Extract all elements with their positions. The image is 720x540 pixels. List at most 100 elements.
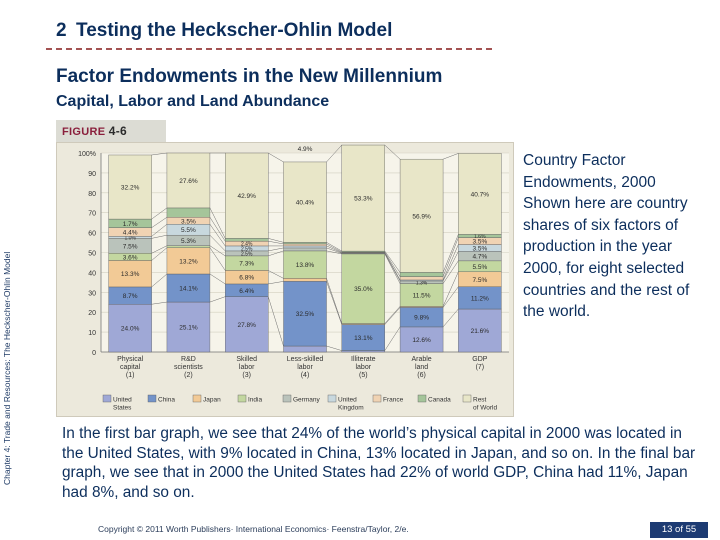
connector-line (326, 245, 342, 253)
bar-segment (108, 154, 152, 220)
x-tick-label: (3) (242, 372, 251, 379)
y-tick-label: 40 (88, 270, 96, 277)
data-label: 6.8% (239, 275, 254, 282)
connector-line (326, 242, 342, 252)
bar-segment (166, 245, 211, 248)
data-label: 6.4% (239, 288, 254, 295)
data-label: 35.0% (354, 286, 373, 293)
data-label: 7.5% (123, 243, 138, 250)
y-tick-label: 100% (78, 151, 96, 158)
bar-segment (341, 144, 385, 252)
y-tick-label: 70 (88, 211, 96, 218)
connector-line (151, 152, 167, 156)
data-label: 32.5% (296, 311, 315, 318)
data-label: 13.8% (296, 262, 315, 269)
connector-line (442, 271, 459, 307)
section-number: 2 (56, 20, 67, 41)
x-tick-label: land (415, 364, 428, 371)
slide-subtitle: Capital, Labor and Land Abundance (56, 93, 330, 110)
data-label: 1.7% (123, 221, 138, 228)
chart-frame: 0 10 20 30 40 50 60 70 80 90 100% 24.0% 8.7% 13.3% 3.6… (56, 142, 514, 417)
x-tick-label: GDP (472, 356, 488, 363)
data-label: 5.5% (472, 264, 487, 271)
data-label: 4.7% (472, 254, 487, 261)
connector-line (209, 207, 226, 239)
x-tick-label: labor (297, 364, 313, 371)
legend-swatch (417, 394, 427, 403)
data-label: 13.1% (354, 335, 373, 342)
legend-label: United (113, 397, 132, 404)
data-label: 8.7% (123, 293, 138, 300)
legend-label: States (113, 405, 132, 412)
data-label: 12.6% (412, 337, 431, 344)
connector-line (268, 250, 284, 257)
data-label: 42.9% (237, 193, 256, 200)
connector-line (384, 252, 401, 281)
connector-line (384, 251, 401, 277)
legend-swatch (462, 394, 472, 403)
data-label: 21.6% (471, 328, 490, 335)
legend-swatch (327, 394, 337, 403)
legend-swatch (147, 394, 157, 403)
connector-line (209, 273, 226, 285)
bar-segment (283, 278, 327, 282)
x-tick-label: (2) (184, 372, 193, 379)
x-tick-label: Illiterate (351, 356, 376, 363)
data-label: 27.8% (237, 322, 256, 329)
legend-label: Rest (473, 397, 487, 404)
connector-line (151, 301, 167, 305)
stacked-bar-chart: 0 10 20 30 40 50 60 70 80 90 100% 24.0% 8.7% 13.3% 3.6… (78, 144, 509, 412)
data-label: 27.6% (179, 178, 198, 185)
connector-line (151, 247, 168, 261)
bar-segment (225, 296, 269, 353)
data-label: 53.3% (354, 196, 373, 203)
section-title: 2 Testing the Heckscher-Ohlin Model (56, 20, 392, 42)
data-label: 2.5% (241, 246, 253, 252)
connector-line (326, 281, 343, 325)
bar-segment (458, 308, 502, 353)
data-label: 5.3% (181, 238, 196, 245)
connector-line (326, 278, 343, 324)
connector-line (384, 307, 401, 325)
bar-segment (399, 276, 444, 281)
y-tick-label: 90 (88, 171, 96, 178)
bar-segment (225, 238, 269, 242)
bar-segment (341, 253, 385, 324)
data-label: 25.1% (179, 325, 198, 332)
legend-label: Japan (203, 397, 221, 404)
x-tick-label: Physical (117, 356, 144, 363)
data-label: 4.4% (123, 230, 138, 237)
bar-segment (166, 152, 211, 209)
x-tick-label: Less-skilled (287, 356, 324, 363)
legend-label: China (158, 397, 175, 404)
connector-line (209, 296, 226, 303)
connector-line (209, 217, 226, 242)
connector-line (384, 144, 401, 160)
connector-line (151, 245, 168, 254)
y-tick-label: 0 (92, 350, 96, 357)
connector-line (268, 238, 284, 243)
connector-line (151, 273, 168, 288)
x-tick-label: (1) (126, 372, 135, 379)
connector-line (209, 247, 226, 271)
connector-line (151, 217, 168, 228)
x-tick-label: (6) (417, 372, 426, 379)
slide-title: Factor Endowments in the New Millennium (56, 66, 443, 87)
connector-line (151, 234, 167, 239)
data-label: 11.5% (413, 292, 431, 299)
body-paragraph: In the first bar graph, we see that 24% … (62, 425, 696, 501)
connector-line (209, 235, 226, 252)
x-tick-label: labor (239, 364, 255, 371)
bar-segment (283, 250, 327, 279)
x-tick-label: scientists (174, 364, 203, 371)
data-label: 7.5% (472, 277, 487, 284)
y-tick-label: 80 (88, 191, 96, 198)
connector-line (442, 308, 459, 328)
data-label: 1.0% (124, 235, 136, 241)
data-label: 2.5% (241, 251, 253, 257)
data-label: 2.4% (241, 242, 253, 248)
data-label: 1.3% (416, 280, 428, 286)
legend-swatch (237, 394, 247, 403)
bar-segment (283, 245, 327, 249)
connector-line (326, 144, 342, 163)
